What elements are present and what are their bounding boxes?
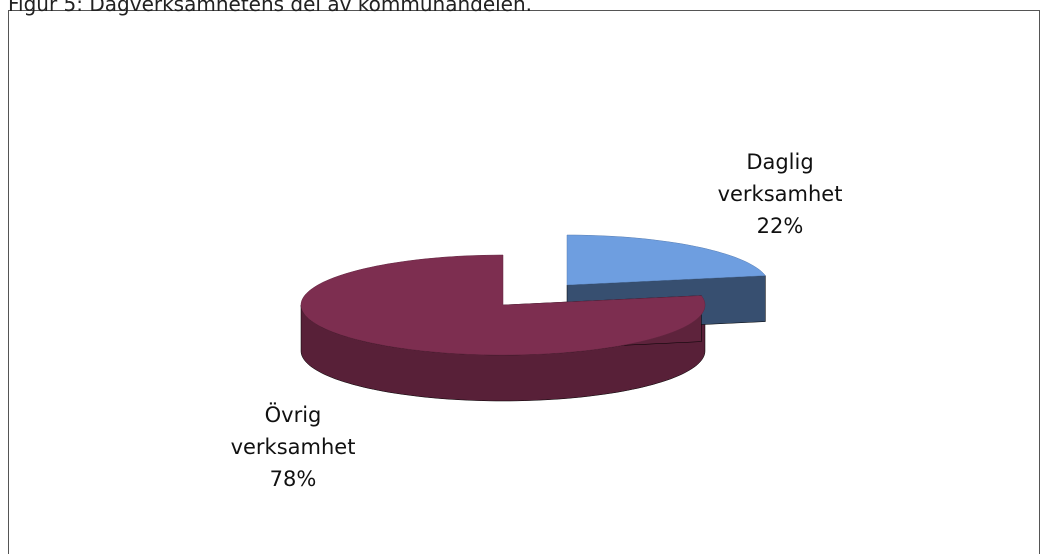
value-label: 22% xyxy=(756,214,804,238)
category-label: Övrig verksamhet xyxy=(230,403,356,459)
plot-frame xyxy=(8,10,1040,554)
category-label: Daglig verksamhet xyxy=(717,150,843,206)
slice xyxy=(300,254,706,356)
slice xyxy=(566,234,766,286)
value-label: 78% xyxy=(269,467,317,491)
chart-title: Figur 5: Dagverksamhetens del av kommuna… xyxy=(8,0,533,16)
slice-label: Daglig verksamhet 22% xyxy=(680,146,880,242)
slice-label: Övrig verksamhet 78% xyxy=(193,399,393,495)
pie xyxy=(300,234,766,402)
